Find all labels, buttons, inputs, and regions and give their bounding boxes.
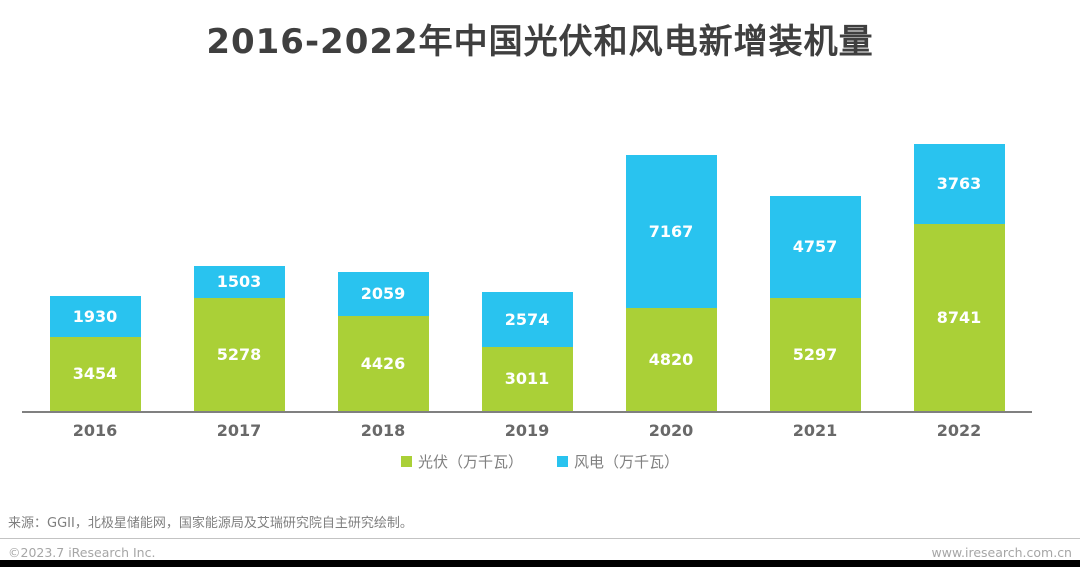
x-axis-label-2016: 2016	[72, 421, 118, 440]
bar-segment-wind-2016: 1930	[49, 296, 141, 337]
legend-label-wind: 风电（万千瓦）	[574, 453, 680, 471]
bar-segment-wind-2020: 7167	[625, 155, 717, 308]
bar-chart-plot-area: 1930 3454 1503 5278 2059 4426 2574 3011 7167 4820…	[49, 144, 1005, 411]
bar-group-2020: 7167 4820	[625, 155, 717, 411]
bar-segment-wind-2017: 1503	[193, 266, 285, 298]
footer-divider	[0, 538, 1080, 539]
bar-value-label-pv-2019: 3011	[504, 369, 550, 388]
bar-value-label-wind-2021: 4757	[792, 237, 838, 256]
bar-segment-wind-2021: 4757	[769, 196, 861, 298]
bar-segment-pv-2017: 5278	[193, 298, 285, 411]
bar-segment-pv-2020: 4820	[625, 308, 717, 411]
website-text: www.iresearch.com.cn	[931, 545, 1073, 560]
bar-segment-wind-2019: 2574	[481, 292, 573, 347]
bar-segment-wind-2022: 3763	[913, 144, 1005, 224]
bar-segment-pv-2021: 5297	[769, 298, 861, 411]
bar-segment-pv-2018: 4426	[337, 316, 429, 411]
bar-group-2019: 2574 3011	[481, 292, 573, 411]
x-axis-label-2021: 2021	[792, 421, 838, 440]
bar-group-2017: 1503 5278	[193, 266, 285, 411]
legend-item-pv: 光伏（万千瓦）	[400, 451, 523, 472]
bar-value-label-pv-2021: 5297	[792, 344, 838, 364]
legend-swatch-wind-icon	[557, 456, 568, 467]
x-axis-line	[22, 411, 1032, 413]
legend-item-wind: 风电（万千瓦）	[557, 451, 679, 472]
bar-value-label-wind-2018: 2059	[360, 284, 406, 303]
bar-value-label-wind-2019: 2574	[504, 309, 550, 329]
bar-segment-pv-2019: 3011	[481, 347, 573, 411]
bar-value-label-wind-2016: 1930	[72, 306, 118, 326]
bar-value-label-wind-2017: 1503	[216, 272, 262, 291]
x-axis-label-2018: 2018	[360, 421, 406, 440]
bar-value-label-pv-2016: 3454	[72, 364, 118, 383]
bar-value-label-pv-2022: 8741	[936, 307, 982, 327]
x-axis-label-2020: 2020	[648, 421, 694, 440]
chart-legend: 光伏（万千瓦） 风电（万千瓦）	[0, 451, 1080, 472]
bar-group-2021: 4757 5297	[769, 196, 861, 411]
bar-group-2016: 1930 3454	[49, 296, 141, 411]
legend-label-pv: 光伏（万千瓦）	[417, 453, 523, 471]
x-axis-label-2017: 2017	[216, 421, 262, 440]
bar-group-2022: 3763 8741	[913, 144, 1005, 411]
bar-value-label-pv-2018: 4426	[360, 353, 406, 373]
bar-segment-pv-2022: 8741	[913, 224, 1005, 411]
bar-value-label-wind-2022: 3763	[936, 174, 982, 193]
bar-segment-pv-2016: 3454	[49, 337, 141, 411]
bar-group-2018: 2059 4426	[337, 272, 429, 411]
source-note: 来源：GGII，北极星储能网，国家能源局及艾瑞研究院自主研究绘制。	[8, 516, 413, 531]
x-axis-label-2022: 2022	[936, 421, 982, 440]
copyright-text: ©2023.7 iResearch Inc.	[8, 545, 156, 560]
chart-title: 2016-2022年中国光伏和风电新增装机量	[206, 22, 874, 62]
bar-value-label-pv-2017: 5278	[216, 344, 262, 364]
footer-black-bar	[0, 560, 1080, 567]
legend-swatch-pv-icon	[400, 456, 412, 467]
bar-value-label-pv-2020: 4820	[648, 349, 694, 369]
bar-value-label-wind-2020: 7167	[648, 221, 694, 241]
bar-segment-wind-2018: 2059	[337, 272, 429, 316]
x-axis-label-2019: 2019	[504, 421, 550, 440]
